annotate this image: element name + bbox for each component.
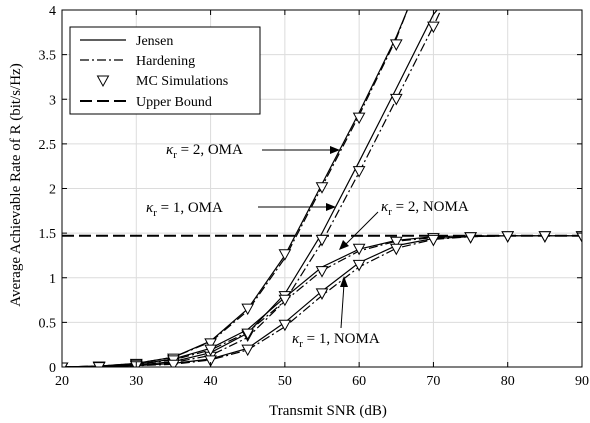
- arrow-kr2-noma: [344, 211, 379, 246]
- arrow-kr1-noma: [340, 283, 345, 329]
- legend-label-hardening: Hardening: [136, 54, 195, 69]
- mc-point-k2-oma-5: [241, 303, 255, 316]
- mc-point-k2-noma-9: [389, 236, 403, 249]
- mc-point-k1-noma-11: [464, 232, 477, 244]
- annotation-kr1-oma: κr = 1, OMA: [146, 200, 223, 219]
- legend-label-jensen: Jensen: [136, 34, 173, 49]
- arrowhead-kr1-noma: [340, 276, 348, 287]
- y-tick-label-3.5: 3.5: [39, 49, 57, 64]
- legend-swatch-mc: [96, 75, 110, 88]
- y-tick-label-2.5: 2.5: [39, 138, 57, 153]
- mc-point-k1-noma-4: [204, 355, 217, 367]
- mc-point-k1-noma-10: [427, 234, 440, 247]
- y-tick-label-0.5: 0.5: [39, 316, 57, 331]
- mc-point-k2-noma-5: [241, 328, 255, 341]
- mc-point-k1-oma-10: [427, 21, 440, 34]
- curve-annotations: κr = 2, OMA κr = 1, OMA κr = 2, NOMA κr …: [146, 142, 469, 350]
- mc-point-k1-noma-5: [241, 344, 255, 357]
- mc-point-k2-oma-6: [278, 249, 292, 261]
- series-jensen-k1-noma: [62, 235, 582, 367]
- mc-point-k1-oma-7: [315, 234, 329, 247]
- mc-point-k1-noma-8: [352, 259, 366, 272]
- axis-ticks: 20 30 40 50 60 70 80 90 0 0.5 1 1.5 2 2.5 3 3.5 4: [39, 4, 590, 389]
- arrowhead-kr1-oma: [326, 203, 336, 211]
- x-axis-label: Transmit SNR (dB): [269, 403, 387, 419]
- legend-box: [69, 26, 261, 115]
- mc-point-k1-noma-9: [389, 243, 403, 256]
- mc-point-k2-oma-7: [315, 182, 329, 194]
- mc-point-k2-noma-6: [278, 294, 292, 307]
- series-jensen-k2-noma: [62, 235, 582, 367]
- plot-frame: [61, 9, 583, 368]
- legend: Jensen Hardening MC Simulations Upper Bo…: [69, 26, 261, 115]
- mc-point-k1-noma-0: [62, 362, 69, 367]
- x-tick-label-90: 90: [575, 374, 589, 389]
- series-hardening-k1-noma: [62, 235, 582, 367]
- annotation-kr1-noma: κr = 1, NOMA: [292, 331, 380, 350]
- mc-point-k1-oma-9: [389, 93, 403, 106]
- y-tick-label-1: 1: [49, 272, 56, 287]
- annotation-kr2-oma: κr = 2, OMA: [166, 142, 243, 161]
- mc-point-k2-noma-4: [204, 344, 217, 357]
- mc-point-k2-noma-8: [352, 243, 366, 256]
- y-axis-label: Average Achievable Rate of R (bit/s/Hz): [8, 63, 24, 306]
- y-tick-label-4: 4: [49, 4, 56, 19]
- mc-point-k1-noma-13: [538, 231, 552, 243]
- mc-point-k2-oma-4: [204, 338, 217, 350]
- arrowhead-kr2-oma: [330, 146, 340, 154]
- series-hardening-k2-noma: [62, 235, 582, 367]
- plot-series: [62, 10, 582, 367]
- annotation-kr2-noma: κr = 2, NOMA: [381, 199, 469, 218]
- x-tick-label-80: 80: [501, 374, 515, 389]
- mc-point-k1-noma-1: [92, 362, 106, 367]
- y-tick-label-3: 3: [49, 93, 56, 108]
- mc-point-k1-noma-12: [501, 231, 515, 243]
- mc-point-k2-oma-9: [389, 39, 403, 51]
- x-tick-label-30: 30: [129, 374, 143, 389]
- y-tick-label-1.5: 1.5: [39, 227, 57, 242]
- x-tick-label-40: 40: [204, 374, 218, 389]
- y-tick-label-2: 2: [49, 183, 56, 198]
- y-tick-label-0: 0: [49, 361, 56, 376]
- mc-point-k1-noma-14: [575, 231, 582, 243]
- mc-point-k1-oma-8: [352, 166, 366, 178]
- x-tick-label-20: 20: [55, 374, 69, 389]
- mc-point-k2-noma-7: [315, 266, 329, 278]
- legend-label-upper-bound: Upper Bound: [136, 95, 212, 110]
- mc-point-k1-noma-7: [315, 288, 329, 300]
- mc-point-k1-noma-6: [278, 319, 292, 332]
- x-tick-label-50: 50: [278, 374, 292, 389]
- legend-label-mc: MC Simulations: [136, 74, 228, 89]
- arrowhead-kr2-noma: [339, 240, 349, 250]
- x-tick-label-70: 70: [426, 374, 440, 389]
- mc-point-k2-oma-8: [352, 112, 366, 125]
- x-tick-label-60: 60: [352, 374, 366, 389]
- mc-point-k1-noma-3: [167, 359, 180, 367]
- series-group: [62, 10, 582, 367]
